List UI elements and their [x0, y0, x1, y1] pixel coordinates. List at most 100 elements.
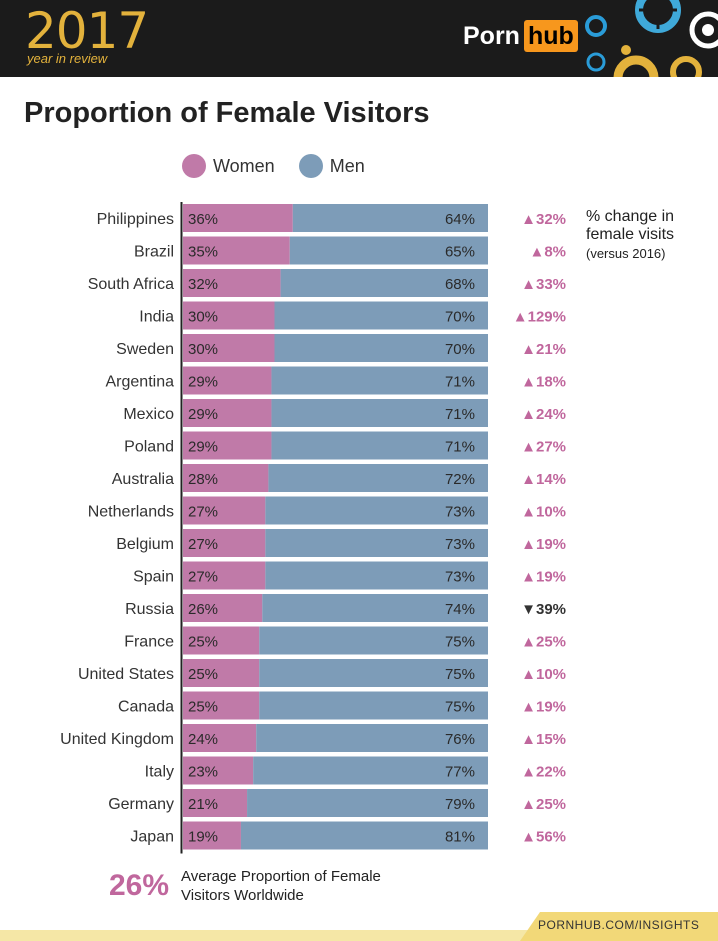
brand-name-part1: Porn	[463, 21, 520, 50]
bar-women	[183, 691, 260, 720]
change-label: ▲24%	[521, 406, 566, 423]
data-label-women: 35%	[188, 244, 218, 261]
bar-men	[256, 724, 488, 752]
bar-men	[274, 301, 488, 330]
change-label: ▲10%	[521, 504, 566, 521]
bar-women	[183, 626, 260, 655]
bar-men	[268, 464, 488, 492]
bar-women	[183, 269, 281, 297]
data-label-women: 27%	[188, 569, 218, 586]
bar-women	[183, 431, 272, 460]
bar-men	[289, 236, 488, 265]
bar-men	[280, 269, 488, 297]
data-label-women: 29%	[188, 374, 218, 391]
category-label: Netherlands	[88, 504, 174, 521]
category-label: Japan	[130, 829, 174, 846]
bar-men	[247, 789, 488, 817]
bar-men	[292, 204, 488, 232]
change-label: ▲32%	[521, 211, 566, 228]
category-label: United States	[78, 666, 174, 683]
brand-name-part2: hub	[523, 20, 578, 52]
change-label: ▲8%	[529, 244, 566, 261]
bar-women	[183, 496, 266, 525]
data-label-women: 27%	[188, 536, 218, 553]
legend-label-men: Men	[329, 155, 365, 176]
data-label-women: 28%	[188, 471, 218, 488]
bar-chart-svg: Philippines 36% 64% ▲32% Brazil 35% 65% ▲8% Sout…	[60, 202, 566, 854]
change-label: ▲27%	[521, 439, 566, 456]
data-label-men: 71%	[445, 406, 475, 423]
data-label-men: 81%	[445, 829, 475, 846]
legend-swatch-men	[298, 154, 323, 178]
bar-men	[240, 821, 488, 850]
change-label: ▲18%	[521, 374, 566, 391]
data-label-women: 27%	[188, 504, 218, 521]
decorative-circles-graphic	[585, 0, 718, 77]
bar-men	[259, 691, 488, 720]
category-label: South Africa	[88, 276, 174, 293]
data-label-men: 73%	[445, 569, 475, 586]
bar-men	[265, 561, 488, 590]
data-label-women: 25%	[188, 666, 218, 683]
category-label: Canada	[118, 699, 174, 716]
data-label-men: 79%	[445, 796, 475, 813]
category-label: Brazil	[134, 244, 174, 261]
bar-men	[271, 431, 488, 460]
data-label-men: 75%	[445, 699, 475, 716]
change-note: % change in female visits (versus 2016)	[586, 208, 716, 263]
change-label: ▲33%	[521, 276, 566, 293]
legend-item-men: Men	[298, 154, 365, 178]
data-label-men: 74%	[445, 601, 475, 618]
change-note-sub: (versus 2016)	[586, 246, 666, 261]
category-label: Italy	[145, 764, 174, 781]
data-label-men: 77%	[445, 764, 475, 781]
category-label: Australia	[112, 471, 174, 488]
bar-women	[183, 821, 241, 850]
average-label: Average Proportion of Female Visitors Wo…	[181, 868, 381, 904]
category-label: Poland	[124, 439, 174, 456]
bar-men	[265, 496, 488, 525]
legend-swatch-women	[182, 154, 206, 178]
bar-men	[271, 366, 488, 395]
footer-band	[0, 930, 718, 941]
bar-women	[183, 464, 269, 492]
data-label-men: 68%	[445, 276, 475, 293]
bar-women	[183, 561, 266, 590]
change-label: ▲15%	[521, 731, 566, 748]
data-label-men: 64%	[445, 211, 475, 228]
data-label-women: 30%	[188, 309, 218, 326]
change-label: ▲14%	[521, 471, 566, 488]
change-label: ▲21%	[521, 341, 566, 358]
category-label: Philippines	[97, 211, 174, 228]
data-label-women: 26%	[188, 601, 218, 618]
insights-url: PORNHUB.COM/INSIGHTS	[538, 918, 700, 932]
footer-tab	[520, 912, 718, 941]
bar-women	[183, 594, 263, 622]
data-label-men: 73%	[445, 504, 475, 521]
data-label-men: 75%	[445, 666, 475, 683]
bar-men	[262, 594, 488, 622]
bar-men	[259, 659, 488, 687]
header-banner: 2017 year in review Porn hub	[0, 0, 718, 77]
bar-women	[183, 204, 293, 232]
bar-men	[271, 399, 488, 427]
bar-men	[259, 626, 488, 655]
change-label: ▲19%	[521, 569, 566, 586]
legend-item-women: Women	[182, 154, 275, 178]
data-label-women: 24%	[188, 731, 218, 748]
category-label: United Kingdom	[60, 731, 174, 748]
bar-chart: Philippines 36% 64% ▲32% Brazil 35% 65% ▲8% Sout…	[0, 195, 580, 860]
bar-women	[183, 724, 257, 752]
data-label-women: 21%	[188, 796, 218, 813]
data-label-men: 65%	[445, 244, 475, 261]
legend-label-women: Women	[213, 155, 275, 176]
average-percent: 26%	[109, 869, 170, 902]
brand-logo: Porn hub	[463, 20, 578, 52]
data-label-men: 72%	[445, 471, 475, 488]
change-note-main: % change in female visits	[586, 208, 675, 243]
bar-women	[183, 756, 254, 785]
data-label-women: 36%	[188, 211, 218, 228]
change-label: ▲129%	[513, 309, 566, 326]
data-label-women: 23%	[188, 764, 218, 781]
category-label: Mexico	[123, 406, 174, 423]
